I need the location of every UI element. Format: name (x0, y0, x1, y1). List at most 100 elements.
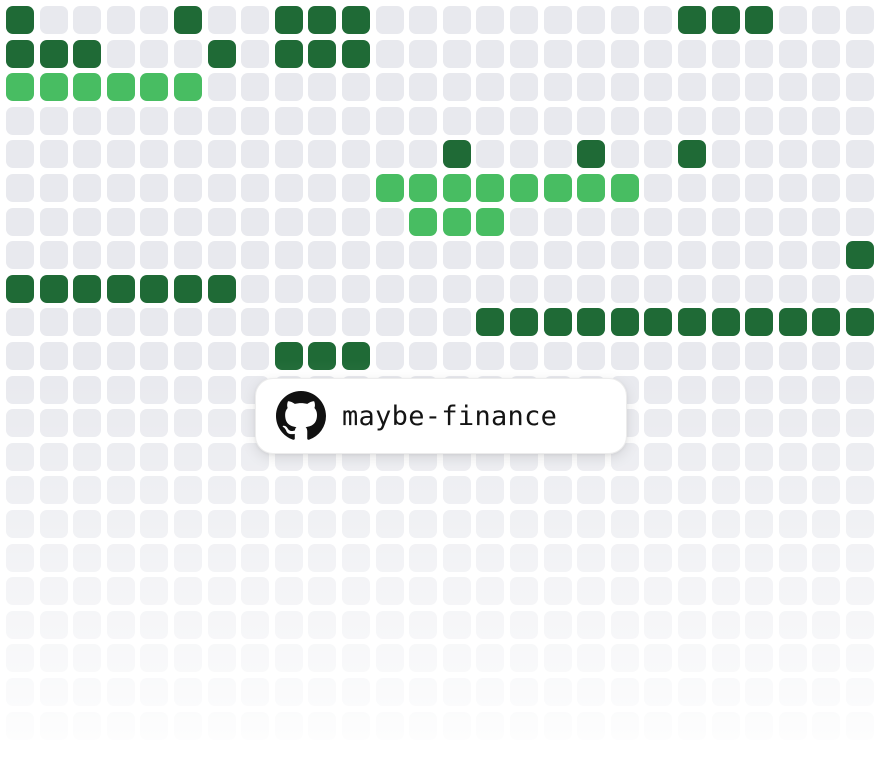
contribution-cell (678, 476, 706, 505)
contribution-cell (577, 140, 606, 169)
contribution-cell (375, 342, 404, 370)
contribution-cell (510, 644, 538, 673)
contribution-cell (577, 678, 606, 706)
contribution-cell (711, 678, 740, 706)
contribution-cell (207, 174, 236, 202)
contribution-cell (308, 678, 337, 706)
contribution-cell (543, 577, 572, 606)
contribution-cell (711, 543, 740, 572)
contribution-cell (510, 610, 538, 639)
contribution-cell (207, 711, 236, 740)
contribution-cell (342, 644, 370, 673)
contribution-cell (476, 39, 505, 68)
contribution-cell (274, 274, 303, 303)
contribution-cell (610, 6, 639, 34)
contribution-cell (510, 241, 538, 270)
contribution-cell (510, 510, 538, 538)
contribution-cell (174, 140, 202, 169)
contribution-cell (711, 577, 740, 606)
contribution-cell (846, 73, 874, 102)
contribution-cell (174, 342, 202, 370)
contribution-cell (510, 39, 538, 68)
contribution-cell (73, 678, 102, 706)
contribution-cell (140, 577, 169, 606)
contribution-cell (745, 610, 774, 639)
contribution-cell (778, 241, 807, 270)
contribution-cell (846, 543, 874, 572)
contribution-cell (476, 476, 505, 505)
contribution-cell (174, 610, 202, 639)
contribution-cell (644, 308, 673, 337)
contribution-cell (106, 140, 135, 169)
contribution-cell (644, 73, 673, 102)
contribution-cell (745, 106, 774, 135)
contribution-cell (812, 274, 841, 303)
contribution-cell (812, 375, 841, 404)
contribution-cell (39, 644, 68, 673)
contribution-cell (342, 241, 370, 270)
contribution-cell (678, 543, 706, 572)
contribution-cell (812, 543, 841, 572)
contribution-cell (274, 308, 303, 337)
contribution-cell (174, 442, 202, 471)
contribution-cell (610, 207, 639, 236)
contribution-cell (207, 6, 236, 34)
contribution-cell (610, 476, 639, 505)
contribution-cell (778, 610, 807, 639)
contribution-cell (375, 207, 404, 236)
contribution-cell (6, 678, 34, 706)
contribution-cell (342, 6, 370, 34)
contribution-cell (308, 308, 337, 337)
contribution-cell (778, 140, 807, 169)
contribution-cell (174, 6, 202, 34)
contribution-cell (308, 241, 337, 270)
contribution-cell (711, 375, 740, 404)
contribution-cell (241, 510, 270, 538)
contribution-cell (39, 510, 68, 538)
contribution-cell (174, 308, 202, 337)
contribution-cell (174, 241, 202, 270)
contribution-cell (106, 610, 135, 639)
contribution-cell (644, 442, 673, 471)
contribution-cell (644, 375, 673, 404)
contribution-cell (510, 6, 538, 34)
contribution-cell (342, 106, 370, 135)
contribution-cell (73, 140, 102, 169)
contribution-cell (207, 308, 236, 337)
contribution-cell (610, 174, 639, 202)
contribution-cell (207, 476, 236, 505)
contribution-cell (207, 106, 236, 135)
contribution-cell (274, 543, 303, 572)
contribution-cell (846, 140, 874, 169)
contribution-cell (678, 577, 706, 606)
contribution-cell (644, 274, 673, 303)
contribution-cell (510, 577, 538, 606)
contribution-cell (39, 409, 68, 438)
contribution-cell (745, 577, 774, 606)
contribution-cell (812, 73, 841, 102)
contribution-cell (812, 442, 841, 471)
contribution-cell (241, 711, 270, 740)
contribution-cell (778, 543, 807, 572)
contribution-cell (442, 711, 471, 740)
contribution-cell (375, 274, 404, 303)
contribution-cell (174, 207, 202, 236)
contribution-cell (678, 711, 706, 740)
contribution-cell (846, 241, 874, 270)
contribution-cell (711, 442, 740, 471)
contribution-cell (6, 207, 34, 236)
contribution-cell (745, 274, 774, 303)
contribution-cell (6, 577, 34, 606)
contribution-cell (644, 342, 673, 370)
contribution-cell (577, 207, 606, 236)
contribution-cell (644, 510, 673, 538)
contribution-cell (342, 73, 370, 102)
contribution-cell (745, 442, 774, 471)
contribution-cell (678, 510, 706, 538)
contribution-cell (442, 678, 471, 706)
contribution-cell (846, 39, 874, 68)
repo-badge[interactable]: maybe-finance (255, 378, 627, 454)
contribution-cell (39, 207, 68, 236)
contribution-cell (274, 644, 303, 673)
contribution-cell (274, 342, 303, 370)
